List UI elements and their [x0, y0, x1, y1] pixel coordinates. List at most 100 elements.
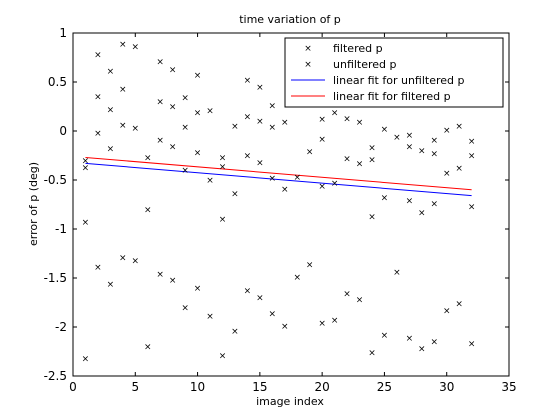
data-point: × — [169, 276, 177, 286]
data-point: × — [293, 173, 301, 183]
data-point: × — [94, 93, 102, 103]
data-point: × — [381, 125, 389, 135]
data-point: × — [368, 212, 376, 222]
data-point: × — [144, 205, 152, 215]
data-point: × — [269, 309, 277, 319]
data-point: × — [256, 117, 264, 127]
data-point: × — [144, 343, 152, 353]
data-point: × — [455, 299, 463, 309]
x-axis-label: image index — [256, 395, 324, 408]
data-point: × — [468, 152, 476, 162]
legend-items: × filtered p × unfiltered p linear fit for u… — [291, 42, 465, 103]
data-point: × — [393, 268, 401, 278]
data-point: × — [256, 158, 264, 168]
data-point: × — [194, 149, 202, 159]
data-point: × — [318, 319, 326, 329]
data-point: × — [443, 306, 451, 316]
y-tick-label: -1 — [55, 222, 67, 236]
data-point: × — [169, 65, 177, 75]
data-point: × — [430, 338, 438, 348]
data-point: × — [156, 270, 164, 280]
data-point: × — [231, 122, 239, 132]
data-point: × — [219, 351, 227, 361]
data-point: × — [206, 176, 214, 186]
data-point: × — [107, 105, 115, 115]
x-tick-label: 30 — [439, 380, 454, 394]
data-point: × — [430, 150, 438, 160]
data-point: × — [206, 106, 214, 116]
data-point: × — [406, 131, 414, 141]
data-point: × — [393, 133, 401, 143]
data-point: × — [244, 76, 252, 86]
data-point: × — [132, 43, 140, 53]
chart-title: time variation of p — [239, 13, 341, 26]
x-axis-ticks: 0 5 10 15 20 25 30 35 — [69, 33, 517, 394]
data-point: × — [443, 126, 451, 136]
data-point: × — [306, 260, 314, 270]
data-point: × — [418, 147, 426, 157]
data-point: × — [82, 218, 90, 228]
data-point: × — [119, 253, 127, 263]
x-tick-label: 35 — [501, 380, 516, 394]
y-axis-ticks: -2.5 -2 -1.5 -1 -0.5 0 0.5 1 — [44, 26, 509, 383]
legend-label: linear fit for filtered p — [333, 90, 451, 103]
data-point: × — [219, 215, 227, 225]
data-point: × — [293, 273, 301, 283]
data-point: × — [343, 290, 351, 300]
data-point: × — [356, 118, 364, 128]
data-point: × — [281, 185, 289, 195]
legend: × filtered p × unfiltered p linear fit for u… — [284, 37, 504, 108]
data-point: × — [318, 182, 326, 192]
data-point: × — [119, 40, 127, 50]
data-point: × — [443, 169, 451, 179]
data-point: × — [244, 287, 252, 297]
data-point: × — [269, 102, 277, 112]
data-point: × — [82, 354, 90, 364]
data-point: × — [206, 312, 214, 322]
data-point: × — [194, 108, 202, 118]
data-point: × — [82, 163, 90, 173]
data-point: × — [219, 162, 227, 172]
y-tick-label: 1 — [59, 26, 67, 40]
data-point: × — [281, 322, 289, 332]
x-tick-label: 10 — [190, 380, 205, 394]
data-point: × — [468, 137, 476, 147]
data-point: × — [368, 348, 376, 358]
data-point: × — [132, 256, 140, 266]
x-tick-label: 0 — [69, 380, 77, 394]
x-tick-label: 15 — [252, 380, 267, 394]
data-point: × — [119, 85, 127, 95]
data-point: × — [94, 263, 102, 273]
data-point: × — [231, 327, 239, 337]
data-point: × — [455, 164, 463, 174]
data-point: × — [132, 124, 140, 134]
data-point: × — [468, 202, 476, 212]
data-point: × — [231, 190, 239, 200]
data-point: × — [418, 208, 426, 218]
data-point: × — [107, 67, 115, 77]
data-point: × — [430, 136, 438, 146]
data-point: × — [430, 200, 438, 210]
data-point: × — [306, 148, 314, 158]
data-point: × — [455, 122, 463, 132]
data-point: × — [318, 135, 326, 145]
data-point: × — [244, 152, 252, 162]
data-point: × — [169, 103, 177, 113]
y-tick-label: -2 — [55, 320, 67, 334]
data-point: × — [331, 316, 339, 326]
data-point: × — [94, 129, 102, 139]
data-point: × — [194, 71, 202, 81]
y-tick-label: -0.5 — [44, 173, 67, 187]
y-tick-label: 0.5 — [48, 75, 67, 89]
legend-marker: × — [304, 44, 312, 54]
data-point: × — [368, 155, 376, 165]
data-point: × — [269, 174, 277, 184]
data-point: × — [318, 115, 326, 125]
data-point: × — [406, 197, 414, 207]
data-point: × — [169, 143, 177, 153]
data-point: × — [406, 143, 414, 153]
data-point: × — [181, 303, 189, 313]
data-point: × — [331, 179, 339, 189]
data-point: × — [181, 166, 189, 176]
